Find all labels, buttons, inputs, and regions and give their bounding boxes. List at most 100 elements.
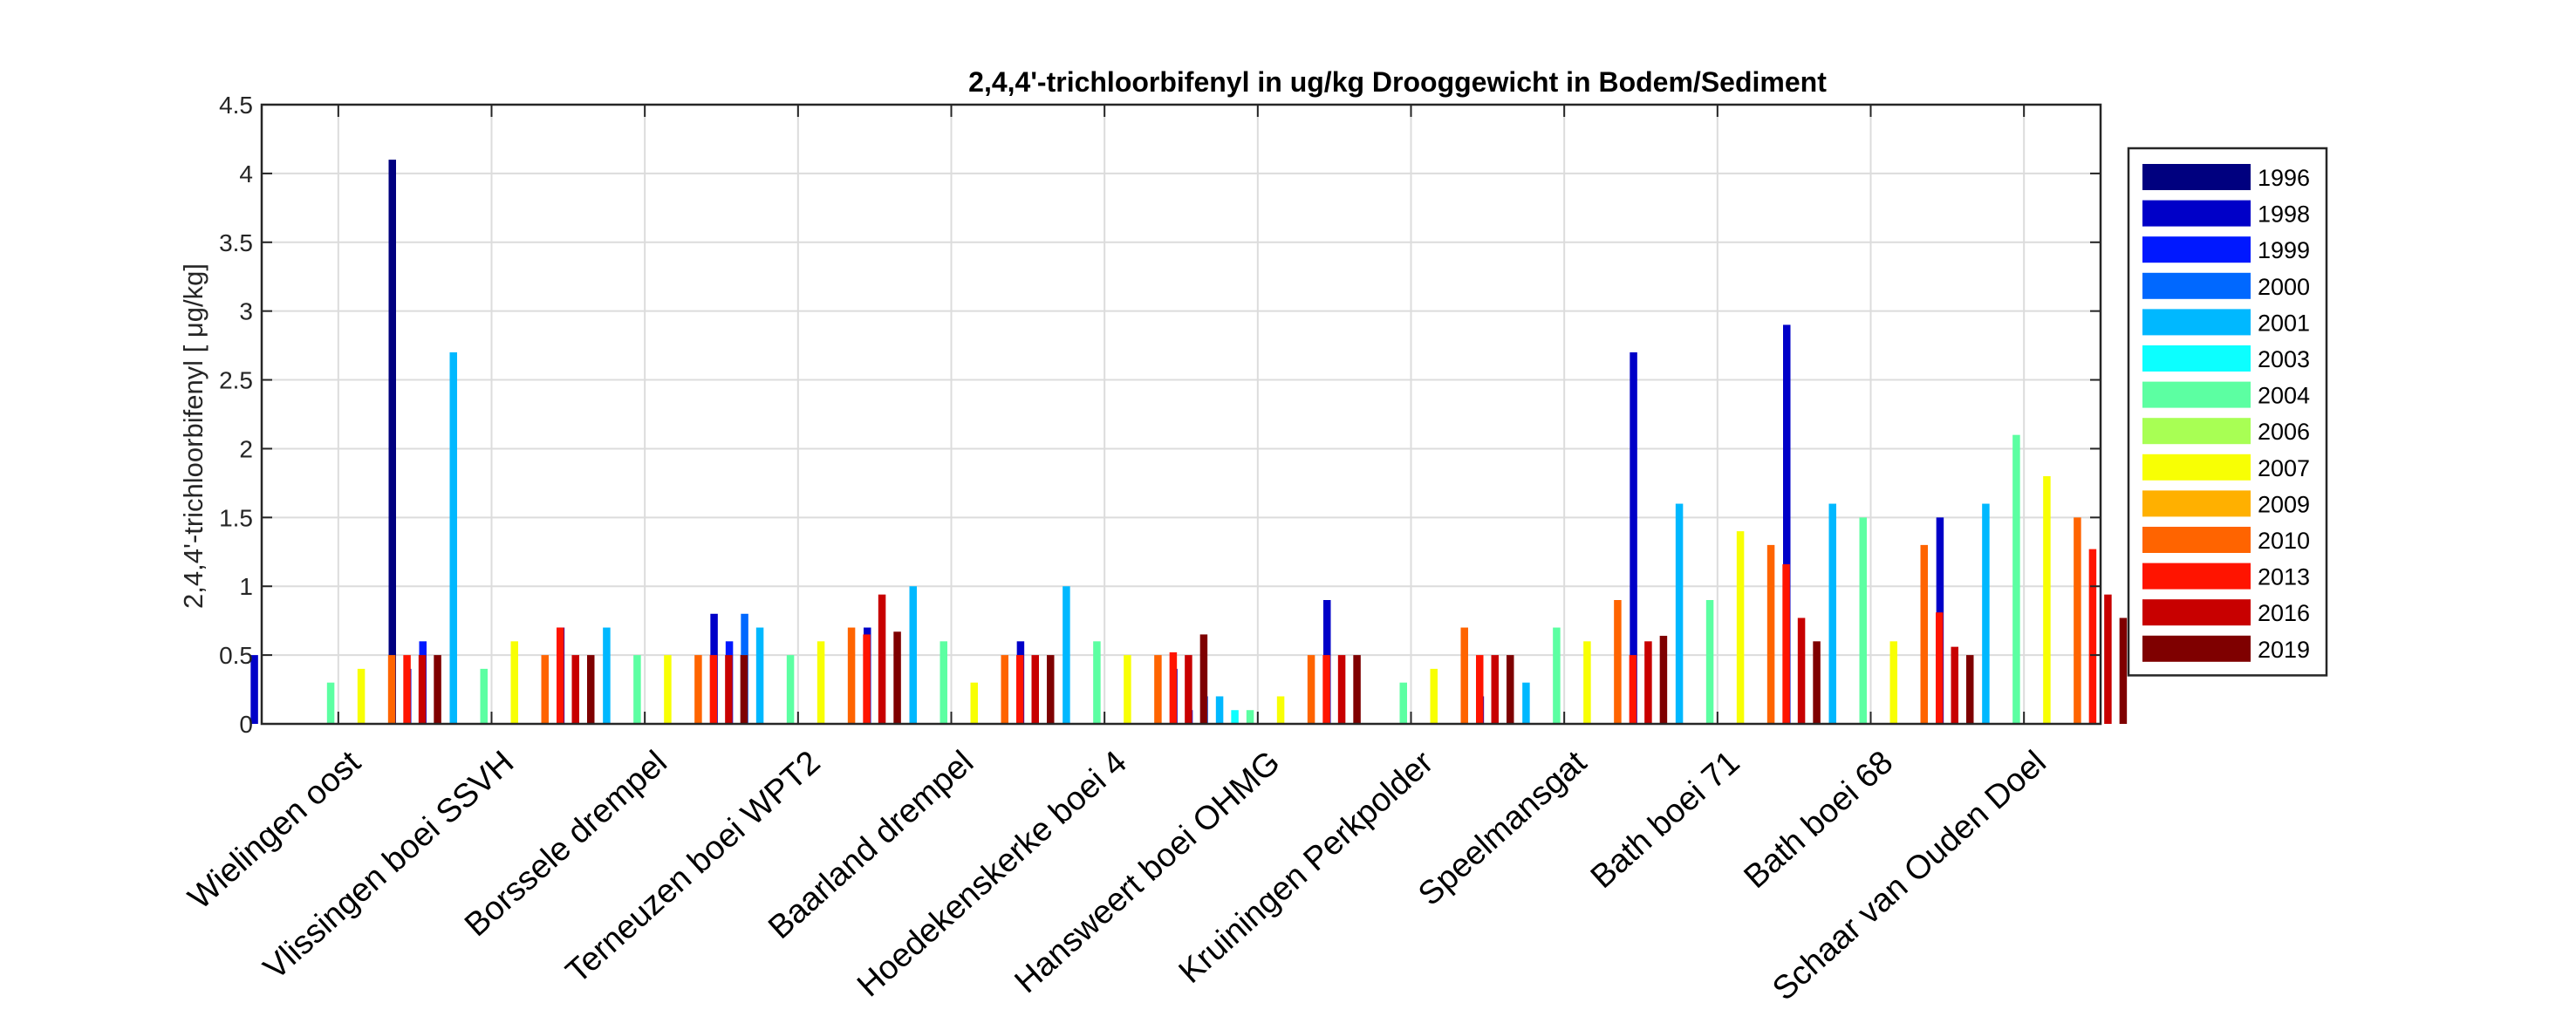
- bar: [2012, 434, 2020, 724]
- y-tick-label: 3.5: [219, 229, 253, 256]
- bar: [1522, 682, 1530, 724]
- legend-swatch: [2142, 454, 2251, 481]
- legend-label: 2003: [2258, 346, 2310, 372]
- y-tick-label: 3: [239, 298, 253, 325]
- bar: [847, 627, 856, 724]
- bar: [541, 655, 549, 724]
- legend-swatch: [2142, 599, 2251, 626]
- bar: [571, 655, 579, 724]
- legend-label: 2009: [2258, 491, 2310, 517]
- y-tick-label: 0: [239, 711, 253, 738]
- bar: [1399, 682, 1407, 724]
- bar: [1766, 544, 1775, 724]
- bar: [1783, 324, 1791, 724]
- bar: [2043, 476, 2051, 724]
- legend-box: [2127, 147, 2328, 677]
- bar: [250, 655, 258, 724]
- bar: [1951, 646, 1958, 724]
- legend-label: 2007: [2258, 455, 2310, 481]
- bar: [633, 655, 641, 724]
- bar: [1889, 641, 1897, 724]
- bar: [1199, 634, 1208, 724]
- chart-title: 2,4,4'-trichloorbifenyl in ug/kg Droogge…: [968, 66, 1827, 98]
- y-axis-label: 2,4,4'-trichloorbifenyl [ μg/kg]: [178, 263, 208, 609]
- bar: [1644, 641, 1652, 724]
- bar: [1920, 544, 1928, 724]
- bar: [326, 682, 335, 724]
- bar: [1246, 710, 1254, 724]
- legend-swatch: [2142, 236, 2251, 263]
- bar: [1675, 503, 1684, 724]
- bar: [786, 655, 795, 724]
- legend-swatch: [2142, 164, 2251, 190]
- bar: [1169, 651, 1178, 724]
- bar: [1093, 641, 1101, 724]
- y-tick-label: 2.5: [219, 367, 253, 394]
- bar: [2104, 594, 2112, 724]
- legend-label: 1996: [2258, 165, 2310, 191]
- bar: [388, 160, 396, 725]
- bar: [1322, 655, 1330, 724]
- bar: [740, 655, 748, 724]
- bar: [510, 641, 518, 724]
- bar: [2074, 517, 2081, 724]
- bar: [1276, 696, 1285, 724]
- bar: [1491, 655, 1499, 724]
- legend-label: 2016: [2258, 600, 2310, 626]
- bar: [1782, 563, 1790, 724]
- bar: [755, 627, 764, 724]
- bar: [1507, 655, 1514, 724]
- bar: [1705, 600, 1714, 724]
- bar: [387, 655, 396, 724]
- bar: [1031, 655, 1039, 724]
- y-tick-label: 1.5: [219, 504, 253, 531]
- bars: [250, 160, 2128, 725]
- bar: [2119, 617, 2128, 724]
- category-label: Vlissingen boei SSVH: [256, 744, 521, 987]
- legend-swatch: [2142, 381, 2251, 408]
- bar: [940, 641, 947, 724]
- plot-frame: [260, 103, 2102, 726]
- axes: [260, 103, 2102, 726]
- legend-label: 2019: [2258, 637, 2310, 663]
- bar: [1215, 696, 1224, 724]
- bar: [725, 655, 733, 724]
- bar: [1797, 617, 1806, 724]
- bar: [557, 627, 564, 724]
- bar: [587, 655, 595, 724]
- legend-label: 1999: [2258, 237, 2310, 263]
- legend-label: 2004: [2258, 383, 2310, 409]
- bar: [1982, 503, 1990, 724]
- category-label: Hansweert boei OHMG: [1008, 744, 1288, 1000]
- bar: [1047, 655, 1055, 724]
- bar: [863, 634, 871, 724]
- bar: [1659, 636, 1668, 724]
- bar: [1016, 655, 1024, 724]
- category-label: Bath boei 71: [1584, 744, 1747, 896]
- bar: [1583, 641, 1591, 724]
- legend-swatch: [2142, 345, 2251, 372]
- grid-lines: [262, 105, 2101, 724]
- bar: [1966, 655, 1974, 724]
- legend-label: 2006: [2258, 419, 2310, 445]
- y-tick-labels: 0 0.5 1 1.5 2 2.5 3 3.5 4 4.5: [219, 92, 253, 738]
- bar: [1460, 627, 1468, 724]
- bar: [664, 655, 672, 724]
- bar: [878, 594, 886, 724]
- bar: [1001, 655, 1008, 724]
- legend-label: 1998: [2258, 201, 2310, 228]
- bar: [1828, 503, 1836, 724]
- legend-swatch: [2142, 563, 2251, 590]
- bar: [1307, 655, 1315, 724]
- bar: [449, 352, 457, 724]
- category-label: Hoedekenskerke boei 4: [851, 744, 1134, 1004]
- bar: [357, 668, 366, 724]
- legend: 1996 1998 1999 2000 2001 2003 2004 2006 2007 2009…: [2127, 147, 2328, 677]
- bar: [817, 641, 825, 724]
- bar: [1124, 655, 1131, 724]
- bar: [694, 655, 702, 724]
- legend-swatch: [2142, 490, 2251, 517]
